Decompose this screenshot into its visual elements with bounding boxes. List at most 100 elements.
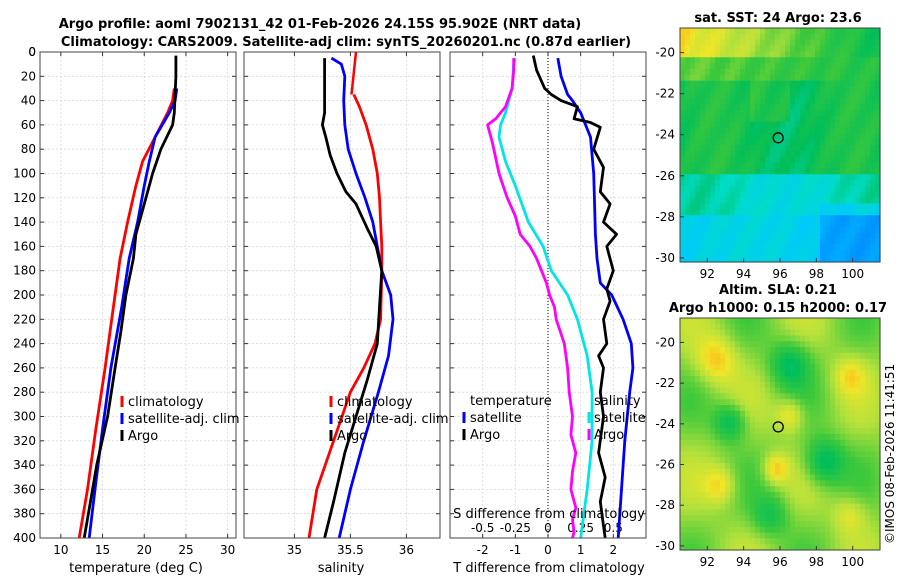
sst-cell [755, 145, 761, 152]
sst-cell [755, 156, 761, 164]
sst-cell [850, 33, 856, 41]
sla-cell [680, 318, 686, 325]
sst-cell [730, 33, 736, 41]
sst-cell [815, 162, 821, 169]
sst-cell [740, 168, 746, 175]
y-tick-label: -26 [655, 169, 675, 183]
sst-cell [765, 68, 771, 76]
x-tick-label: 25 [178, 543, 193, 557]
sst-cell [735, 215, 741, 222]
sla-cell [795, 526, 801, 534]
sla-cell [860, 457, 866, 464]
sst-cell [750, 226, 756, 234]
sst-cell [765, 92, 771, 99]
sla-cell [820, 434, 826, 441]
sst-cell [700, 185, 706, 193]
sla-cell [720, 405, 726, 412]
sst-cell [685, 68, 691, 76]
sst-cell [790, 51, 796, 58]
sla-cell [680, 358, 686, 365]
sst-cell [715, 139, 721, 146]
sst-cell [715, 39, 721, 47]
sla-cell [745, 497, 751, 505]
sst-cell [705, 244, 711, 251]
sst-cell [770, 215, 776, 222]
sst-cell [850, 57, 856, 64]
sst-cell [785, 68, 791, 76]
sla-cell [680, 474, 686, 481]
legend-title: salinity [594, 394, 641, 409]
sla-cell [835, 393, 841, 400]
sla-cell [755, 329, 761, 336]
sst-cell [855, 232, 861, 240]
sst-cell [815, 104, 821, 111]
sst-cell [690, 162, 696, 169]
sst-cell [725, 115, 731, 123]
sla-cell [750, 422, 756, 429]
sla-cell [820, 544, 826, 551]
sst-cell [765, 133, 771, 140]
sla-cell [795, 544, 801, 551]
sst-cell [755, 39, 761, 47]
sla-cell [830, 335, 836, 342]
sla-cell [680, 370, 686, 377]
sst-cell [705, 180, 711, 187]
sst-cell [835, 156, 841, 164]
sla-cell [780, 428, 786, 435]
sla-cell [745, 451, 751, 458]
sla-cell [725, 410, 731, 418]
sst-cell [730, 256, 736, 263]
sst-cell [810, 174, 816, 181]
sst-cell [795, 168, 801, 175]
sst-cell [695, 156, 701, 164]
sla-cell [780, 410, 786, 418]
sla-cell [845, 376, 851, 383]
sst-cell [835, 185, 841, 193]
sst-cell [775, 63, 781, 70]
sst-cell [765, 226, 771, 234]
sla-cell [790, 387, 796, 394]
sst-cell [875, 92, 881, 99]
sla-cell [825, 381, 831, 389]
sst-cell [845, 191, 851, 199]
sst-cell [850, 226, 856, 234]
sla-cell [710, 486, 716, 493]
sla-cell [715, 410, 721, 418]
sla-cell [695, 405, 701, 412]
sst-cell [860, 221, 866, 228]
sla-cell [750, 364, 756, 371]
sst-cell [795, 86, 801, 93]
sst-cell [795, 197, 801, 205]
sst-cell [780, 86, 786, 93]
sla-cell [820, 393, 826, 400]
sla-cell [865, 521, 871, 528]
sst-cell [695, 109, 701, 117]
sst-cell [845, 86, 851, 93]
sst-cell [835, 168, 841, 175]
sst-cell [855, 68, 861, 76]
sla-cell [695, 399, 701, 406]
sst-cell [745, 191, 751, 199]
sst-cell [870, 174, 876, 181]
sst-cell [735, 256, 741, 263]
sst-cell [810, 57, 816, 64]
sst-cell [735, 45, 741, 52]
sla-cell [760, 532, 766, 539]
sla-cell [795, 393, 801, 400]
sst-cell [800, 238, 806, 246]
sla-cell [845, 341, 851, 348]
sla-cell [700, 486, 706, 493]
sst-cell [820, 68, 826, 76]
sst-cell [825, 121, 831, 129]
sst-cell [765, 33, 771, 41]
y-tick-label: 220 [13, 312, 36, 326]
sla-cell [695, 503, 701, 510]
sst-cell [710, 68, 716, 76]
sla-cell [760, 329, 766, 336]
sst-cell [870, 57, 876, 64]
sst-cell [845, 162, 851, 169]
sst-cell [780, 45, 786, 52]
sst-cell [765, 156, 771, 164]
sla-cell [820, 416, 826, 423]
sst-cell [740, 109, 746, 117]
